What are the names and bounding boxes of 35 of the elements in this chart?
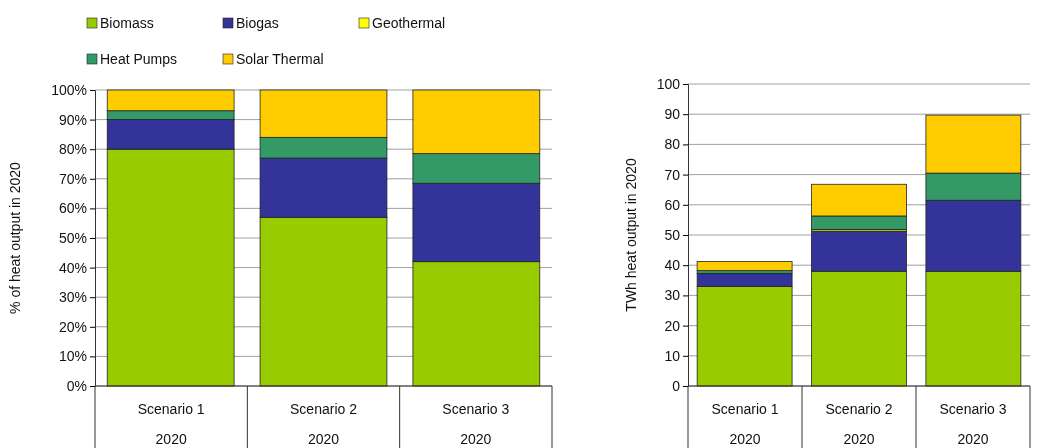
y-axis-title: TWh heat output in 2020 [623, 158, 639, 312]
legend-label: Biogas [236, 15, 279, 31]
y-tick-label: 10 [664, 347, 681, 364]
x-tick-label: Scenario 3 2020 [939, 401, 1007, 447]
x-tick-label: Scenario 2 2020 [825, 401, 893, 447]
y-tick-label: 70% [58, 170, 87, 187]
y-tick-label: 70 [664, 166, 681, 183]
legend-label: Heat Pumps [100, 51, 178, 67]
legend-label: Biomass [100, 15, 154, 31]
y-tick-label: 90 [664, 106, 681, 123]
x-tick-label: Scenario 3 2020 [442, 401, 510, 447]
x-tick-label: Scenario 2 2020 [290, 401, 358, 447]
y-tick-label: 90% [58, 111, 87, 128]
y-tick-label: 0% [66, 377, 87, 394]
y-tick-label: 80 [664, 136, 681, 153]
legend-label: Solar Thermal [236, 51, 324, 67]
y-tick-label: 20% [58, 318, 87, 335]
legend-label: Geothermal [372, 15, 446, 31]
y-tick-label: 100 [656, 75, 681, 92]
y-tick-label: 20 [664, 317, 681, 334]
x-tick-label: Scenario 1 2020 [137, 401, 205, 447]
y-tick-label: 60% [58, 200, 87, 217]
y-tick-label: 10% [58, 348, 87, 365]
y-tick-label: 100% [51, 81, 87, 98]
x-tick-label: Scenario 1 2020 [711, 401, 779, 447]
y-tick-label: 30% [58, 289, 87, 306]
y-tick-label: 50 [664, 226, 681, 243]
y-tick-label: 40 [664, 257, 681, 274]
y-tick-label: 50% [58, 229, 87, 246]
y-tick-label: 0 [672, 377, 681, 394]
y-axis-title: % of heat output in 2020 [7, 161, 23, 314]
y-tick-label: 60 [664, 196, 681, 213]
y-tick-label: 40% [58, 259, 87, 276]
y-tick-label: 80% [58, 141, 87, 158]
y-tick-label: 30 [664, 287, 681, 304]
